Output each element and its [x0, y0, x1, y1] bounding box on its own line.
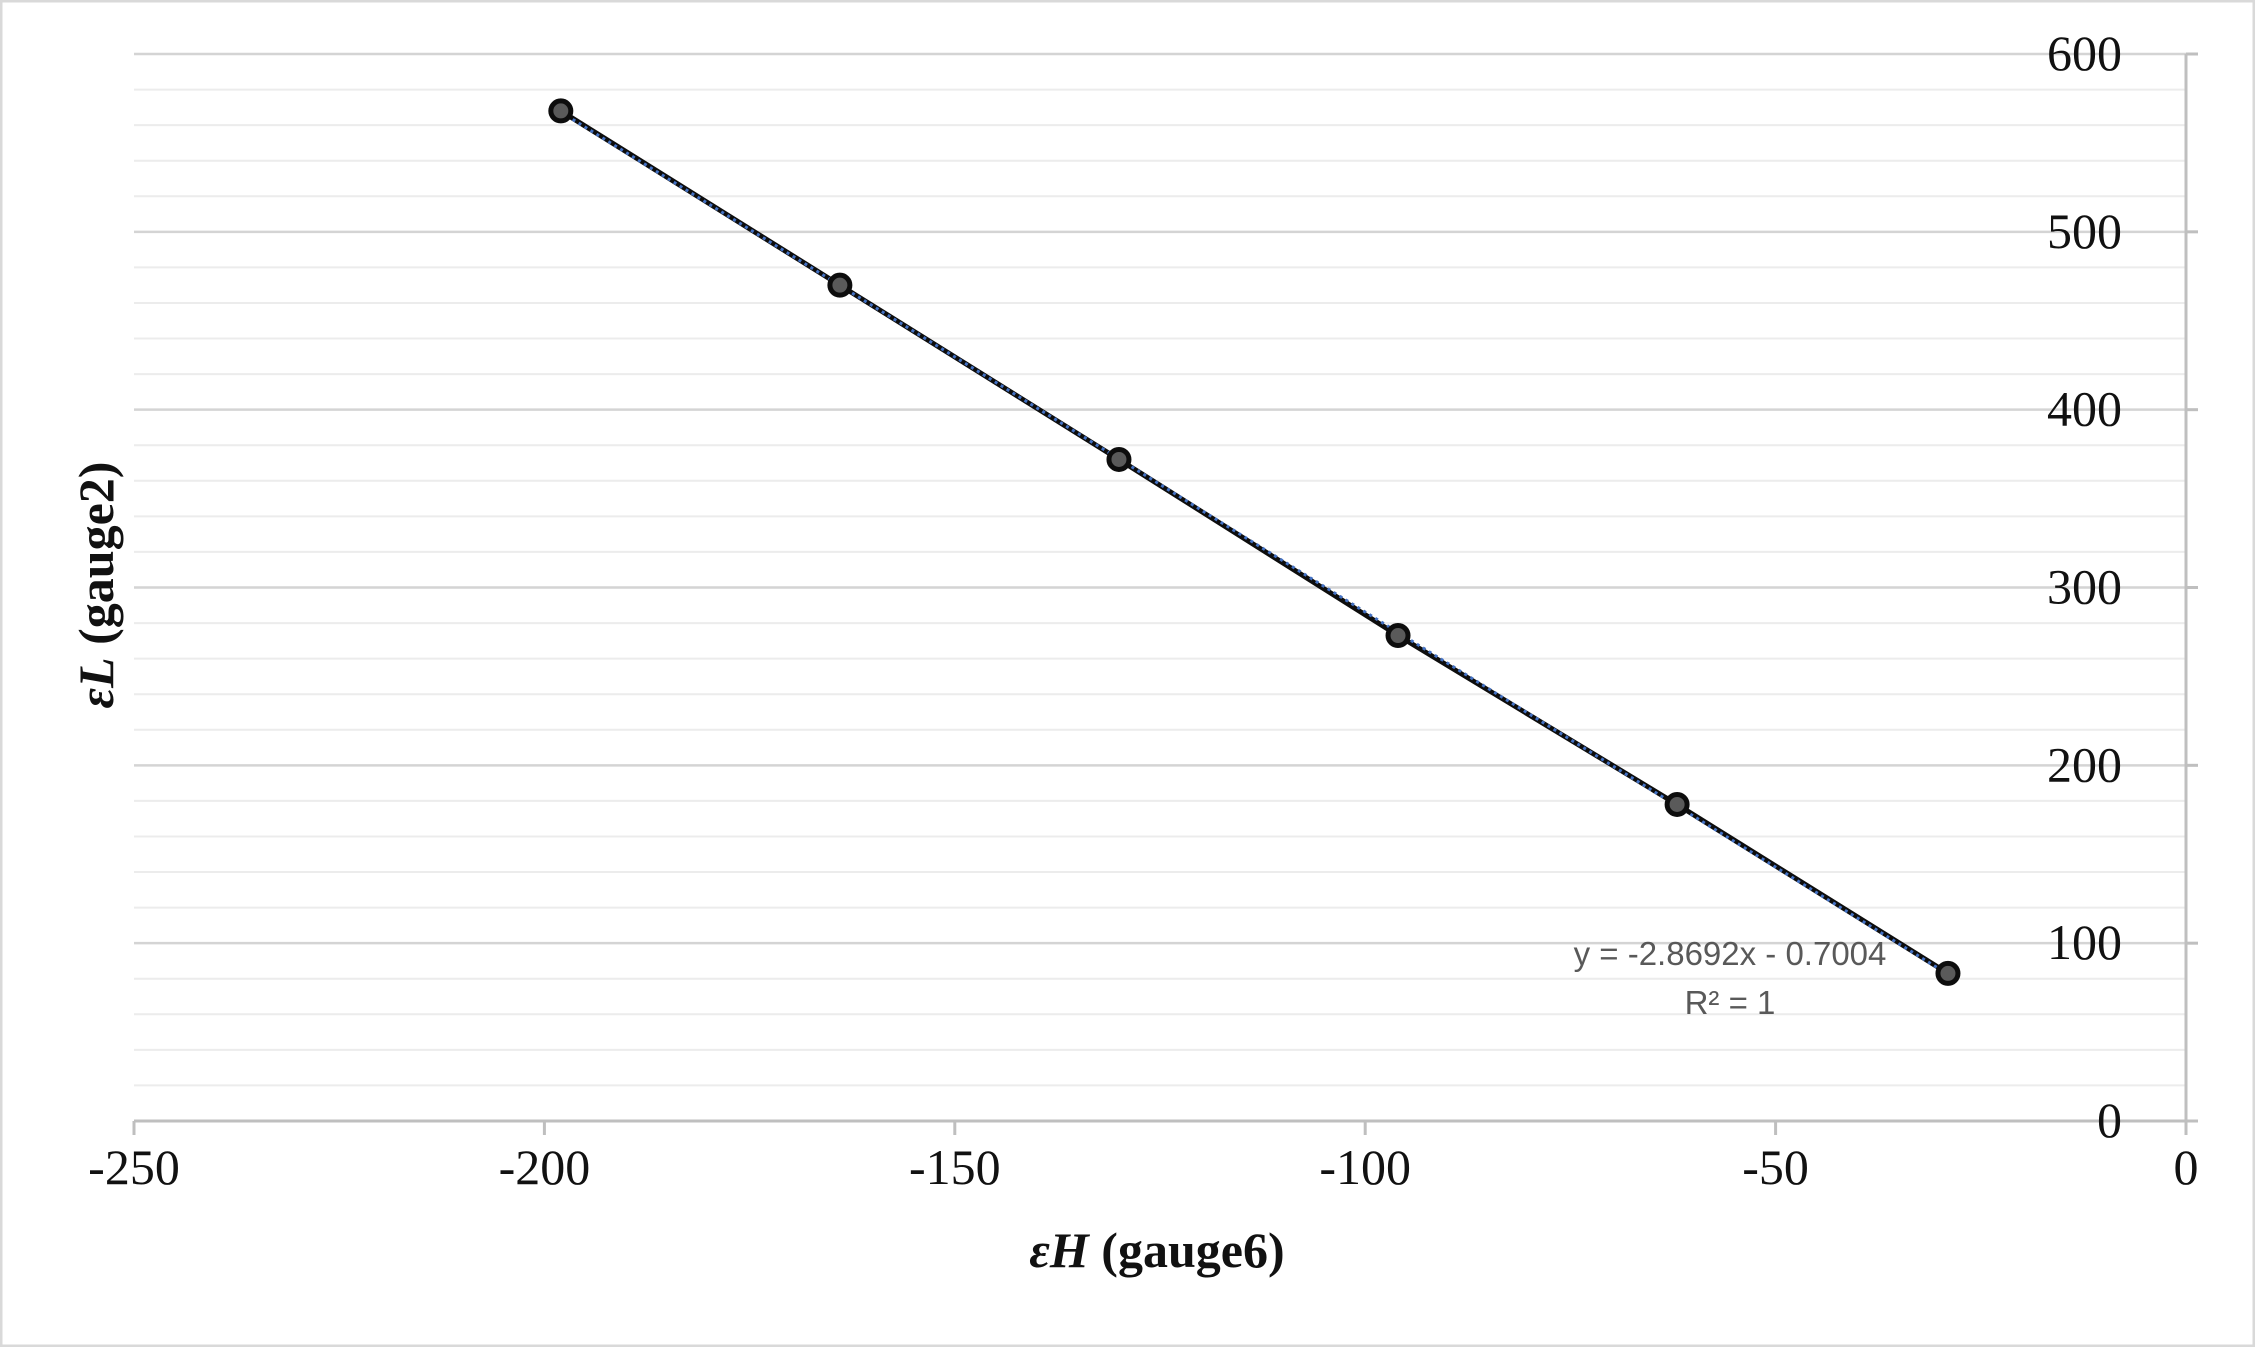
- data-point: [827, 272, 853, 298]
- y-axis-title-text: (gauge2): [68, 462, 124, 658]
- y-tick-label: 0: [2097, 1092, 2122, 1148]
- x-tick-label: -250: [88, 1139, 180, 1195]
- y-axis-title-symbol: εL: [68, 657, 124, 708]
- data-point: [1385, 623, 1411, 649]
- data-point: [548, 98, 574, 124]
- data-points: [548, 98, 1961, 986]
- x-tick-label: -100: [1319, 1139, 1411, 1195]
- data-point: [1664, 791, 1690, 817]
- x-axis-tick-labels: -250 -200 -150 -100 -50 0: [88, 1139, 2198, 1195]
- minor-gridlines: [134, 88, 2186, 1087]
- x-axis-title: εH (gauge6): [1029, 1222, 1284, 1278]
- y-tick-label: 300: [2047, 559, 2122, 615]
- y-tick-label: 600: [2047, 25, 2122, 81]
- data-point: [1106, 446, 1132, 472]
- y-tick-label: 100: [2047, 914, 2122, 970]
- y-tick-label: 500: [2047, 203, 2122, 259]
- y-axis-title: εL (gauge2): [68, 462, 124, 709]
- trendline-r-squared: R² = 1: [1685, 984, 1776, 1021]
- data-point: [1935, 960, 1961, 986]
- y-tick-label: 200: [2047, 736, 2122, 792]
- x-tick-label: -150: [909, 1139, 1001, 1195]
- y-axis-tick-labels: 0 100 200 300 400 500 600: [2047, 25, 2122, 1148]
- x-axis-title-symbol: εH: [1029, 1222, 1091, 1278]
- x-tick-label: 0: [2174, 1139, 2199, 1195]
- x-tick-label: -200: [499, 1139, 591, 1195]
- major-gridlines: [134, 52, 2186, 945]
- series-layer: [559, 108, 1950, 976]
- trendline-equation: y = -2.8692x - 0.7004: [1574, 935, 1887, 972]
- axes: [132, 52, 2198, 1135]
- y-tick-label: 400: [2047, 381, 2122, 437]
- x-tick-label: -50: [1742, 1139, 1809, 1195]
- x-axis-title-text: (gauge6): [1089, 1222, 1285, 1278]
